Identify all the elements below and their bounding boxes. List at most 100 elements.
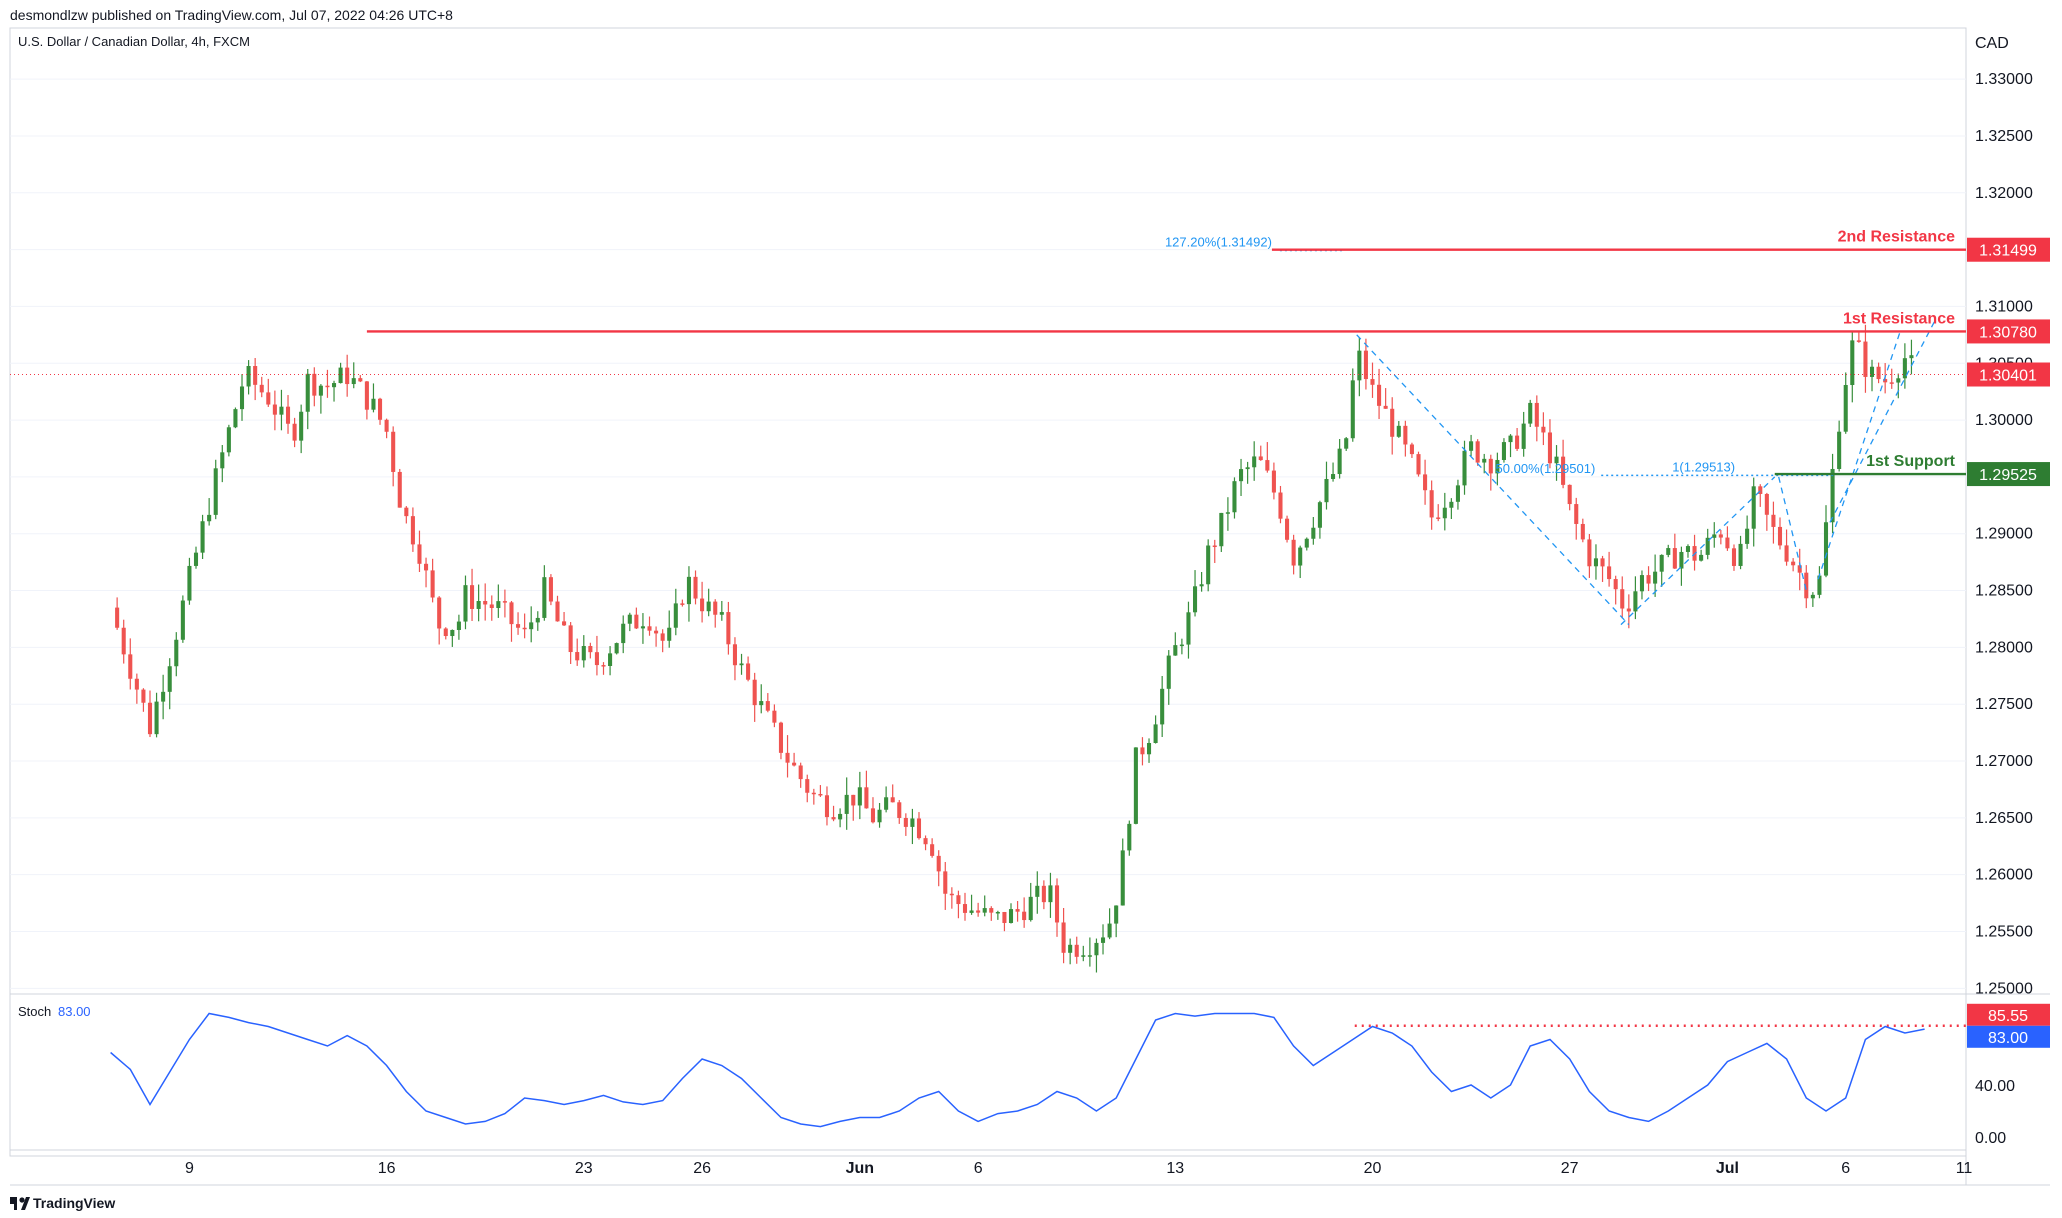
candle-body — [1705, 537, 1710, 555]
candle-body — [1258, 456, 1263, 461]
level-label: 2nd Resistance — [1838, 229, 1955, 246]
candle-body — [1054, 885, 1060, 923]
candle-body — [798, 765, 803, 780]
candle-body — [916, 818, 922, 839]
candle-body — [923, 838, 928, 845]
candle-body — [371, 398, 376, 410]
candle-body — [1902, 358, 1907, 379]
candle-body — [180, 600, 185, 640]
x-tick-label: 6 — [1841, 1160, 1850, 1177]
candle-body — [647, 626, 652, 631]
candle-body — [1140, 747, 1145, 755]
candle-body — [1423, 474, 1428, 491]
candle-body — [1823, 522, 1829, 576]
candle-body — [410, 516, 415, 545]
candle-body — [404, 507, 409, 517]
candle-body — [1061, 922, 1066, 953]
candle-body — [1534, 402, 1539, 427]
stoch-tick-label: 0.00 — [1975, 1130, 2006, 1147]
candle-body — [969, 910, 974, 913]
candle-body — [634, 614, 639, 629]
level-price-tag — [1967, 319, 2050, 344]
candle-body — [1613, 579, 1618, 590]
candle-body — [1508, 435, 1513, 443]
candle-body — [1278, 492, 1283, 519]
candle-body — [1659, 554, 1664, 572]
x-tick-label: 27 — [1561, 1160, 1579, 1177]
candle-body — [588, 645, 593, 653]
candle-body — [1810, 594, 1815, 599]
candle-body — [1219, 512, 1224, 547]
candle-body — [719, 612, 724, 615]
candle-body — [995, 911, 1000, 914]
candle-body — [1357, 350, 1362, 381]
candle-body — [1863, 341, 1868, 377]
level-price-tag — [1967, 237, 2050, 262]
candle-body — [522, 627, 527, 630]
candle-body — [1449, 501, 1454, 508]
candle-body — [285, 406, 291, 424]
candle-body — [1291, 539, 1296, 566]
candle-body — [864, 787, 869, 809]
candle-body — [1225, 512, 1230, 514]
candle-body — [686, 576, 691, 605]
candle-body — [1653, 571, 1658, 584]
candle-body — [1350, 380, 1355, 439]
candle-body — [443, 628, 448, 637]
x-tick-label: 9 — [185, 1160, 194, 1177]
fib-label: 1(1.29513) — [1672, 459, 1735, 474]
candle-body — [1068, 944, 1073, 953]
x-tick-label: 26 — [693, 1160, 711, 1177]
stoch-level-tag — [1967, 1003, 2050, 1026]
candle-body — [581, 645, 586, 661]
candle-body — [1626, 608, 1631, 612]
candle-body — [1199, 584, 1204, 587]
candle-body — [1896, 378, 1901, 383]
candle-body — [1837, 431, 1842, 469]
candle-body — [1475, 441, 1480, 463]
candle-body — [417, 544, 422, 564]
candle-body — [456, 621, 461, 630]
candle-body — [1600, 558, 1605, 567]
candle-body — [1791, 561, 1796, 566]
candle-body — [161, 691, 166, 702]
candle-body — [660, 633, 665, 641]
candle-body — [299, 411, 304, 441]
y-tick-label: 1.27500 — [1975, 696, 2033, 713]
candle-body — [818, 793, 823, 796]
candle-body — [305, 373, 310, 412]
candle-body — [292, 423, 297, 441]
candle-body — [1633, 591, 1638, 612]
candle-body — [1173, 645, 1178, 656]
candle-body — [331, 383, 337, 388]
candle-body — [1146, 743, 1152, 755]
candle-body — [910, 818, 915, 827]
candle-body — [1561, 456, 1566, 485]
y-tick-label: 1.25000 — [1975, 980, 2033, 997]
candle-body — [949, 893, 954, 896]
candle-body — [266, 392, 271, 405]
candle-body — [1784, 545, 1789, 562]
candle-body — [989, 908, 994, 913]
level-price-tag-text: 1.30780 — [1979, 324, 2037, 341]
candle-body — [884, 797, 889, 810]
candle-body — [1777, 526, 1783, 546]
candle-body — [1679, 551, 1684, 569]
candle-body — [358, 378, 363, 382]
candle-body — [470, 585, 475, 609]
candle-body — [956, 895, 961, 905]
candle-body — [1383, 405, 1388, 409]
candle-body — [516, 624, 521, 628]
candle-body — [1245, 467, 1250, 470]
candle-body — [1745, 528, 1750, 544]
candle-body — [1081, 955, 1086, 957]
candle-body — [529, 622, 534, 630]
x-tick-label: Jun — [846, 1160, 874, 1177]
candle-body — [239, 386, 245, 410]
candle-body — [851, 794, 856, 806]
y-tick-label: 1.26500 — [1975, 810, 2033, 827]
candle-body — [555, 601, 560, 622]
candle-body — [1324, 478, 1329, 503]
candle-body — [1909, 355, 1914, 359]
candle-body — [1646, 575, 1651, 584]
